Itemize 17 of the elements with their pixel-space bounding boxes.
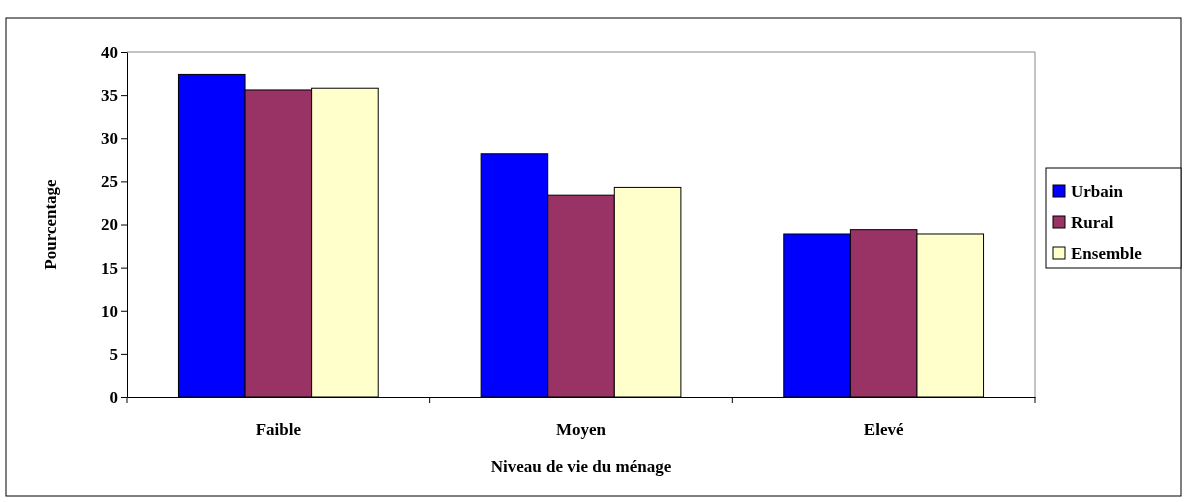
y-tick-label: 35	[101, 86, 118, 106]
y-tick-label: 5	[109, 344, 118, 364]
x-tick-label: Faible	[255, 420, 302, 440]
y-tick-label: 15	[101, 258, 118, 278]
legend-label: Urbain	[1071, 182, 1124, 201]
x-tick-label: Elevé	[863, 420, 904, 440]
y-tick-label: 30	[101, 129, 118, 149]
y-tick-label: 40	[101, 42, 118, 62]
x-tick-label: Moyen	[555, 420, 607, 440]
y-tick-label: 20	[101, 215, 118, 235]
x-axis-title: Niveau de vie du ménage	[490, 457, 672, 476]
y-tick-label: 0	[109, 387, 118, 407]
legend-label: Ensemble	[1071, 244, 1143, 263]
y-axis-title: Pourcentage	[41, 178, 60, 270]
y-tick-label: 10	[101, 301, 118, 321]
y-tick-label: 25	[101, 172, 118, 192]
legend-label: Rural	[1071, 213, 1114, 232]
